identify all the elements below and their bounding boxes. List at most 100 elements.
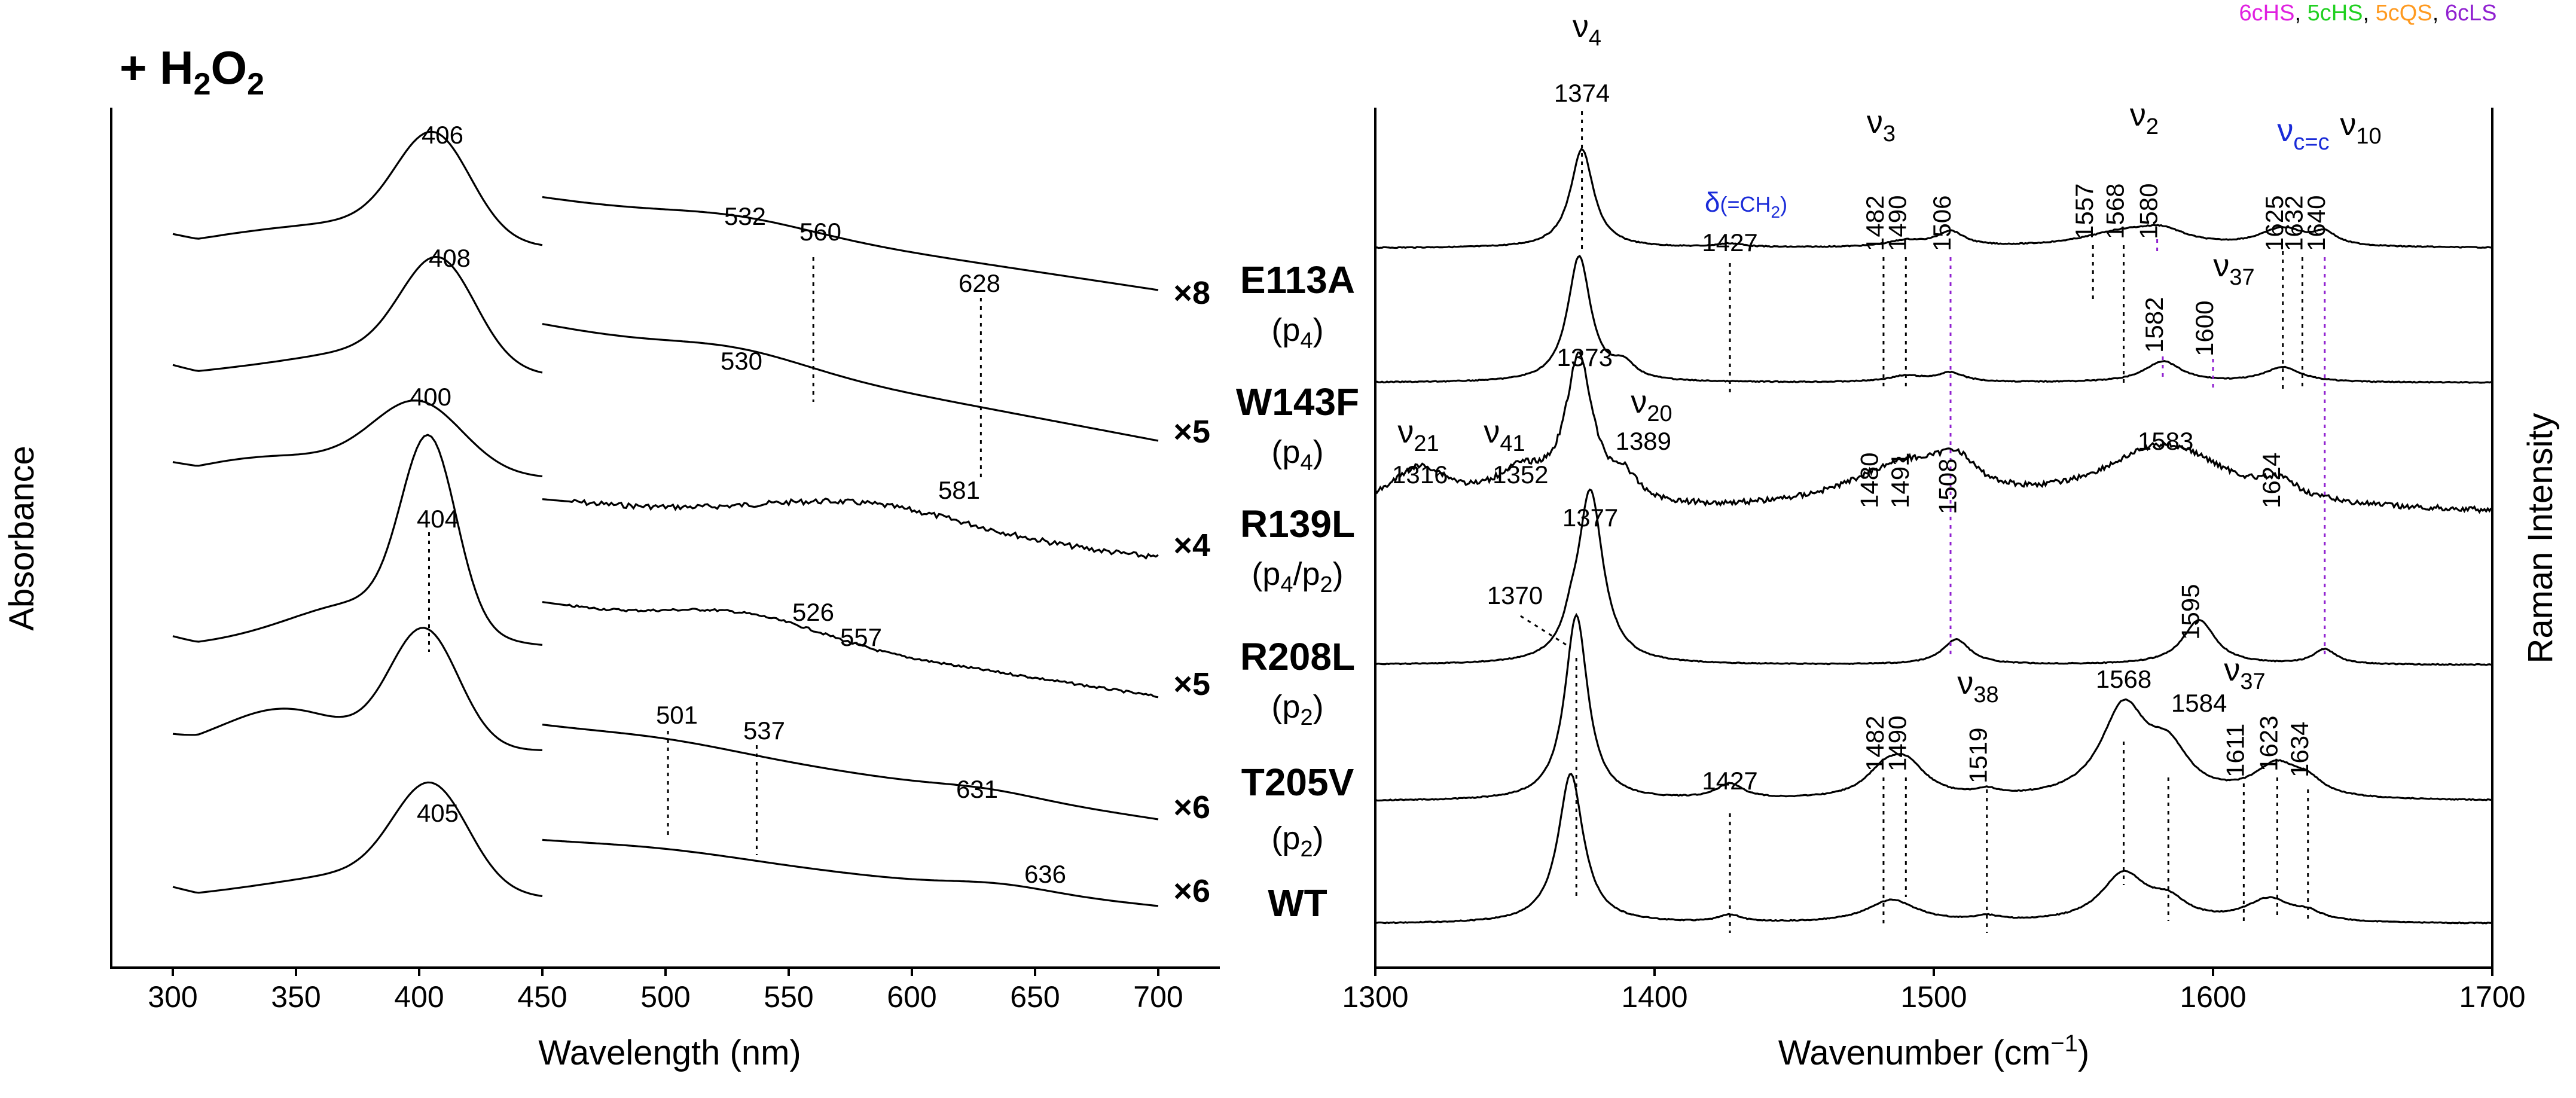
- raman-label-1580: 1580: [2135, 184, 2163, 239]
- uv-x-tick-label: 550: [764, 980, 813, 1014]
- mutant-label-e113a: E113A: [1240, 258, 1355, 301]
- raman-peak-labels: 1374 1373 1316 1352 1389 1377 1370 1583 1427 1625…: [1392, 79, 2330, 795]
- raman-label-1491: 1491: [1886, 453, 1914, 508]
- uv-x-axis-title: Wavelength (nm): [538, 1033, 801, 1072]
- scale-t205v: ×6: [1173, 789, 1210, 825]
- raman-label-1625: 1625: [2260, 196, 2288, 251]
- uv-soret-trace-e113a: [172, 130, 543, 246]
- mutant-sub-r208l: (p2): [1271, 689, 1323, 730]
- raman-label-1427: 1427: [1702, 228, 1757, 257]
- uv-soret-trace-t205v: [172, 627, 543, 751]
- uv-label: 406: [422, 121, 463, 149]
- band-nu20: ν20: [1631, 384, 1672, 426]
- raman-x-axis-title: Wavenumber (cm−1): [1778, 1030, 2089, 1072]
- uv-soret-trace-r139l: [172, 399, 543, 478]
- raman-x-tick-label: 1500: [1900, 980, 1967, 1014]
- uv-label: 501: [656, 701, 698, 729]
- raman-label-1377: 1377: [1562, 504, 1618, 532]
- legend-6chs: 6cHS: [2239, 1, 2295, 26]
- uv-x-tick-label: 350: [271, 980, 321, 1014]
- raman-label-1506: 1506: [1928, 196, 1956, 251]
- uv-x-tick-label: 400: [394, 980, 444, 1014]
- raman-label-1632: 1632: [2279, 196, 2308, 251]
- raman-label-1582: 1582: [2140, 297, 2168, 353]
- uv-soret-trace-wt: [172, 781, 543, 898]
- raman-trace-w143f: [1375, 254, 2492, 384]
- raman-trace-r208l: [1375, 488, 2492, 666]
- uv-x-tick-label: 600: [887, 980, 936, 1014]
- band-delta: δ(=CH2): [1705, 187, 1787, 221]
- raman-x-tick-label: 1600: [2180, 980, 2246, 1014]
- raman-label-1568-t205v: 1568: [2096, 665, 2151, 693]
- raman-label-1373: 1373: [1557, 343, 1613, 371]
- uv-visible-trace-r139l: [542, 498, 1159, 560]
- uv-visible-trace-t205v: [542, 724, 1159, 821]
- raman-label-1480: 1480: [1855, 453, 1884, 508]
- raman-label-1482-t205v: 1482: [1861, 716, 1889, 771]
- mutant-label-wt: WT: [1268, 882, 1327, 925]
- uv-x-tick-label: 500: [640, 980, 690, 1014]
- uv-label: 526: [792, 598, 834, 626]
- raman-label-1490-t205v: 1490: [1883, 716, 1911, 771]
- raman-label-1352: 1352: [1493, 460, 1548, 489]
- scale-w143f: ×5: [1173, 414, 1210, 450]
- uv-label: 560: [799, 218, 841, 246]
- raman-label-1374: 1374: [1554, 79, 1610, 107]
- uv-label: 405: [417, 799, 459, 827]
- mutant-sub-e113a: (p4): [1271, 312, 1323, 353]
- uv-axes: [110, 108, 1220, 969]
- raman-label-1519: 1519: [1964, 728, 1992, 783]
- scale-e113a: ×8: [1173, 275, 1210, 311]
- uv-label: 530: [721, 347, 762, 375]
- mutant-label-w143f: W143F: [1236, 380, 1359, 423]
- scale-wt: ×6: [1173, 873, 1210, 909]
- raman-label-1623: 1623: [2254, 716, 2282, 771]
- mutant-label-r208l: R208L: [1240, 635, 1355, 678]
- scale-factors: ×8 ×5 ×4 ×5 ×6 ×6: [1173, 275, 1210, 909]
- uv-label: 537: [743, 716, 785, 745]
- raman-trace-wt: [1375, 773, 2492, 925]
- uv-label: 404: [417, 505, 459, 533]
- raman-trace-t205v: [1375, 612, 2492, 802]
- uv-label: 400: [410, 383, 451, 411]
- band-nu4: ν4: [1573, 8, 1601, 51]
- legend-5chs: 5cHS: [2308, 1, 2363, 26]
- raman-label-1624: 1624: [2257, 453, 2285, 508]
- uv-x-tick-label: 650: [1010, 980, 1060, 1014]
- raman-label-1600: 1600: [2190, 301, 2218, 356]
- raman-label-1316: 1316: [1392, 460, 1448, 489]
- band-nu3: ν3: [1867, 104, 1896, 147]
- mutant-sub-r139l: (p4/p2): [1252, 556, 1343, 597]
- raman-x-tick-label: 1700: [2459, 980, 2525, 1014]
- uv-soret-trace-w143f: [172, 255, 543, 374]
- uv-soret-trace-r208l: [172, 434, 543, 646]
- mutant-sub-w143f: (p4): [1271, 434, 1323, 475]
- species-legend: 6cHS, 5cHS, 5cQS, 6cLS: [2239, 1, 2497, 26]
- mutant-sub-t205v: (p2): [1271, 821, 1323, 862]
- uv-x-tick-label: 300: [148, 980, 197, 1014]
- uv-y-axis-title: Absorbance: [2, 446, 41, 631]
- raman-label-1634: 1634: [2285, 722, 2313, 777]
- raman-x-tick-label: 1400: [1621, 980, 1687, 1014]
- uv-label: 557: [840, 623, 882, 651]
- legend-6cls: 6cLS: [2445, 1, 2497, 26]
- band-nu21: ν21: [1397, 414, 1439, 456]
- raman-label-1584: 1584: [2171, 689, 2227, 717]
- raman-trace-e113a: [1375, 147, 2492, 249]
- raman-label-1427-t205v: 1427: [1702, 767, 1757, 795]
- uv-label: 636: [1024, 860, 1066, 888]
- uv-visible-trace-e113a: [542, 196, 1159, 291]
- uv-label: 408: [429, 244, 471, 272]
- uv-label: 581: [938, 476, 980, 504]
- mutant-label-t205v: T205V: [1241, 761, 1354, 804]
- raman-label-1490: 1490: [1883, 196, 1911, 251]
- raman-band-labels: ν4 ν3 ν2 νc=c ν10 ν37 ν20 ν21 ν41 ν38 ν3…: [1397, 8, 2381, 707]
- uv-visible-trace-wt: [542, 838, 1159, 907]
- raman-label-1370: 1370: [1487, 581, 1543, 609]
- raman-label-1568: 1568: [2101, 184, 2129, 239]
- uv-visible-trace-r208l: [542, 601, 1159, 699]
- raman-label-1557: 1557: [2070, 184, 2098, 239]
- uv-label: 628: [959, 269, 1000, 297]
- raman-label-1508: 1508: [1933, 459, 1961, 514]
